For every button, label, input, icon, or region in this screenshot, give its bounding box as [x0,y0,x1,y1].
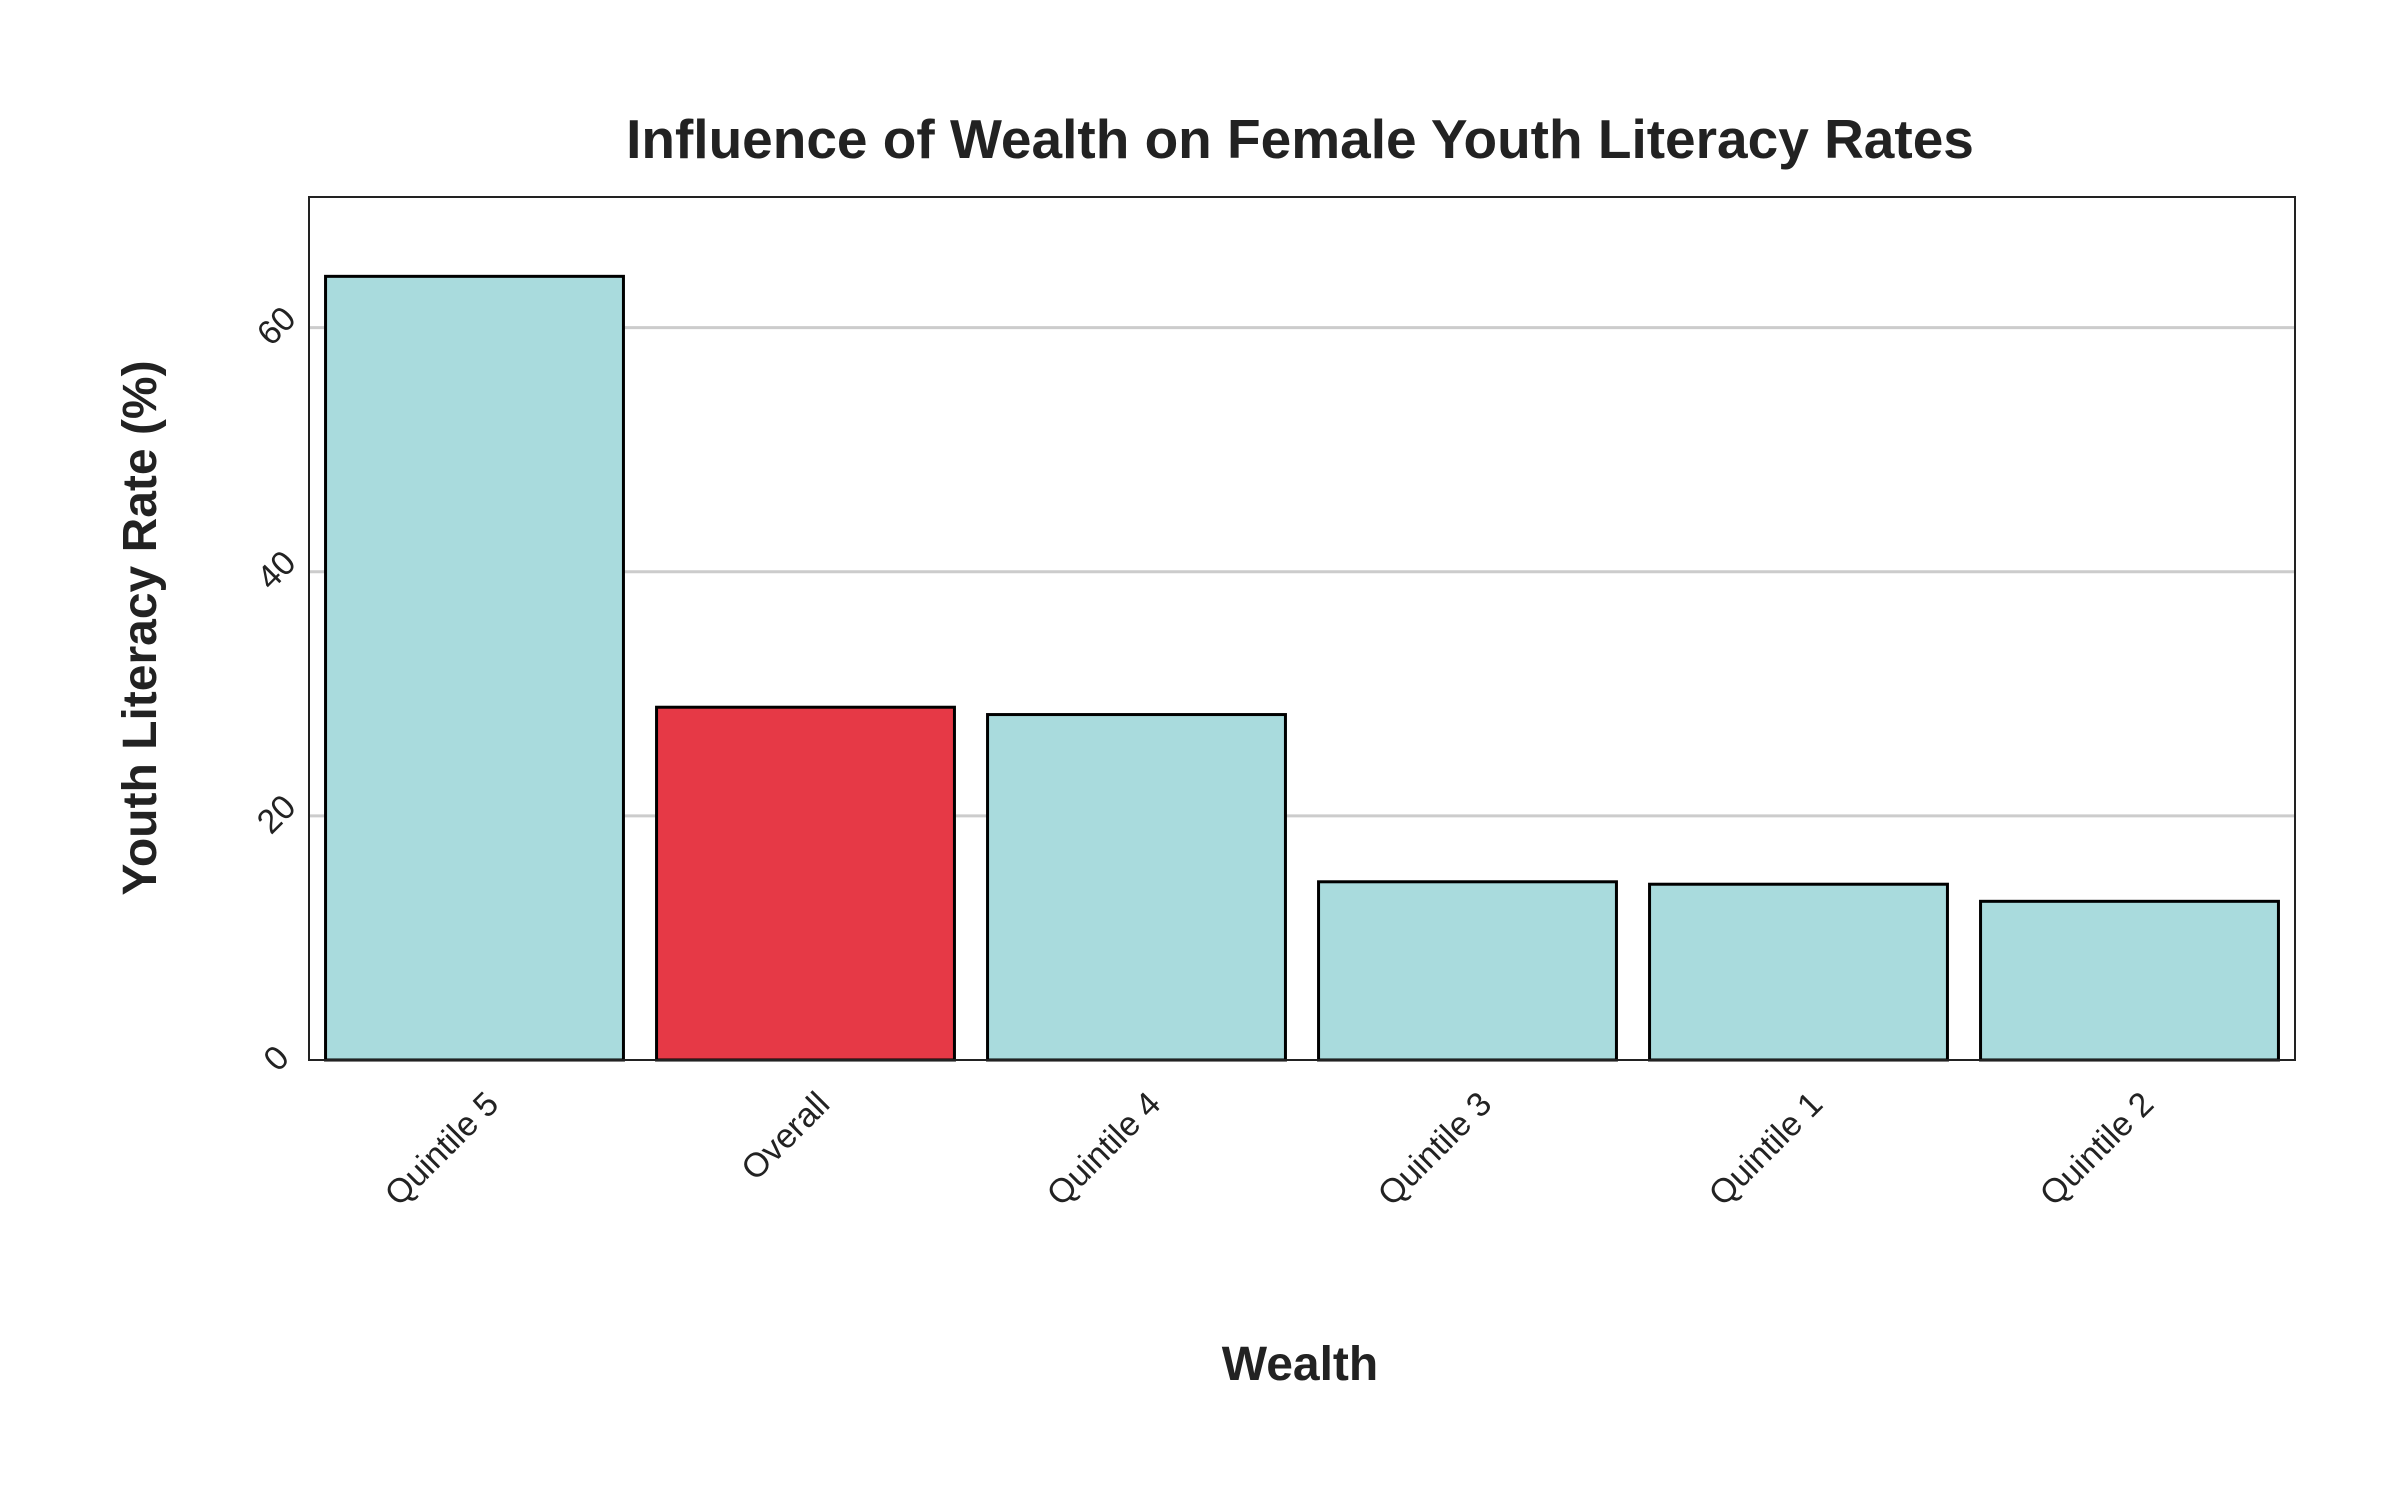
x-tick-label: Quintile 5 [378,1085,506,1213]
plot-frame [308,196,2296,1061]
chart-title: Influence of Wealth on Female Youth Lite… [626,108,1974,170]
y-tick-label: 0 [256,1038,296,1078]
bars [324,274,2280,1062]
bar-quintile-2 [1979,899,2280,1062]
y-tick-labels: 0 20 40 60 [250,299,304,1078]
bar-quintile-1 [1648,882,1949,1062]
x-tick-label: Quintile 4 [1040,1085,1168,1213]
x-tick-label: Quintile 1 [1702,1085,1830,1213]
bar-quintile-5 [324,274,625,1062]
x-axis-title: Wealth [1222,1338,1378,1391]
x-tick-label: Quintile 3 [1371,1085,1499,1213]
bar-quintile-3 [1317,880,1618,1062]
bar-quintile-4 [986,713,1287,1062]
y-axis-title: Youth Literacy Rate (%) [114,360,167,895]
x-tick-label: Quintile 2 [2033,1085,2161,1213]
x-tick-label: Overall [734,1085,837,1188]
x-tick-labels: Quintile 5 Overall Quintile 4 Quintile 3 Qui… [378,1085,2161,1213]
bar-overall [655,705,956,1062]
y-tick-label: 60 [250,299,304,353]
gridlines [309,326,2295,818]
y-tick-label: 40 [250,544,304,598]
y-tick-label: 20 [250,788,304,842]
